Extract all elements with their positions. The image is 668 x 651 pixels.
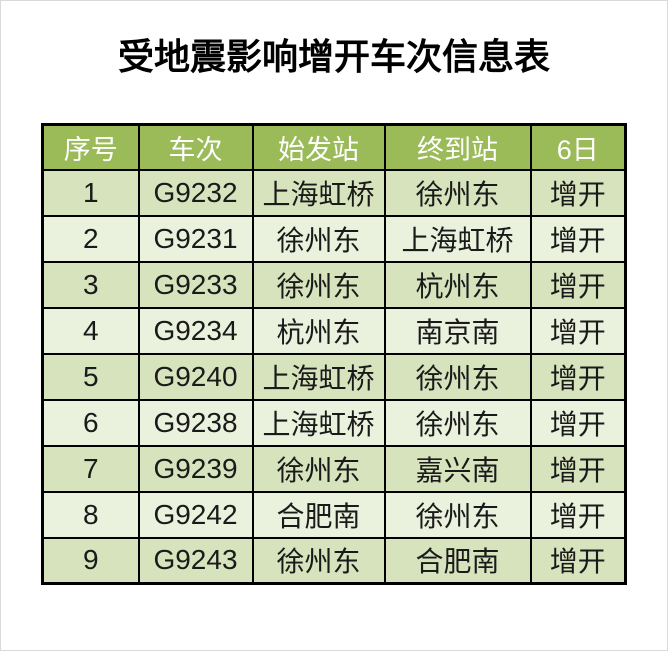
table-row: 1 G9232 上海虹桥 徐州东 增开 — [41, 168, 627, 217]
table-row: 3 G9233 徐州东 杭州东 增开 — [41, 260, 627, 309]
column-header-day6-status: 6日 — [529, 123, 627, 171]
seq-cell: 7 — [41, 444, 140, 493]
origin-station-cell: 上海虹桥 — [251, 168, 386, 217]
table-header-row: 序号 车次 始发站 终到站 6日 — [41, 123, 627, 171]
train-no-cell: G9232 — [137, 168, 254, 217]
seq-cell: 6 — [41, 398, 140, 447]
terminal-station-cell: 徐州东 — [383, 398, 532, 447]
origin-station-cell: 上海虹桥 — [251, 398, 386, 447]
table-row: 7 G9239 徐州东 嘉兴南 增开 — [41, 444, 627, 493]
table-body: 1 G9232 上海虹桥 徐州东 增开 2 G9231 徐州东 上海虹桥 增开 3 G9233 徐州东杭… — [41, 168, 627, 585]
day6-status-cell: 增开 — [529, 536, 627, 585]
train-no-cell: G9239 — [137, 444, 254, 493]
seq-cell: 3 — [41, 260, 140, 309]
page-title: 受地震影响增开车次信息表 — [117, 36, 550, 77]
day6-status-cell: 增开 — [529, 168, 627, 217]
day6-status-cell: 增开 — [529, 260, 627, 309]
day6-status-cell: 增开 — [529, 352, 627, 401]
day6-status-cell: 增开 — [529, 306, 627, 355]
terminal-station-cell: 徐州东 — [383, 352, 532, 401]
seq-cell: 5 — [41, 352, 140, 401]
column-header-train-no: 车次 — [137, 123, 254, 171]
terminal-station-cell: 南京南 — [383, 306, 532, 355]
column-header-terminal-station: 终到站 — [383, 123, 532, 171]
terminal-station-cell: 上海虹桥 — [383, 214, 532, 263]
table-row: 5 G9240 上海虹桥 徐州东 增开 — [41, 352, 627, 401]
train-no-cell: G9243 — [137, 536, 254, 585]
origin-station-cell: 合肥南 — [251, 490, 386, 539]
seq-cell: 4 — [41, 306, 140, 355]
terminal-station-cell: 徐州东 — [383, 490, 532, 539]
train-schedule-table: 序号 车次 始发站 终到站 6日 1 G9232 上海虹桥 徐州东 增开 2 G9231 徐州东 上海虹… — [41, 123, 627, 585]
seq-cell: 2 — [41, 214, 140, 263]
table-row: 4 G9234 杭州东 南京南 增开 — [41, 306, 627, 355]
terminal-station-cell: 合肥南 — [383, 536, 532, 585]
terminal-station-cell: 杭州东 — [383, 260, 532, 309]
origin-station-cell: 徐州东 — [251, 260, 386, 309]
table-row: 6 G9238 上海虹桥 徐州东 增开 — [41, 398, 627, 447]
train-no-cell: G9231 — [137, 214, 254, 263]
train-no-cell: G9234 — [137, 306, 254, 355]
day6-status-cell: 增开 — [529, 398, 627, 447]
train-no-cell: G9242 — [137, 490, 254, 539]
train-no-cell: G9238 — [137, 398, 254, 447]
terminal-station-cell: 徐州东 — [383, 168, 532, 217]
day6-status-cell: 增开 — [529, 490, 627, 539]
seq-cell: 8 — [41, 490, 140, 539]
column-header-origin-station: 始发站 — [251, 123, 386, 171]
terminal-station-cell: 嘉兴南 — [383, 444, 532, 493]
table-row: 2 G9231 徐州东 上海虹桥 增开 — [41, 214, 627, 263]
origin-station-cell: 徐州东 — [251, 214, 386, 263]
train-no-cell: G9233 — [137, 260, 254, 309]
seq-cell: 9 — [41, 536, 140, 585]
table-row: 8 G9242 合肥南 徐州东 增开 — [41, 490, 627, 539]
origin-station-cell: 杭州东 — [251, 306, 386, 355]
column-header-seq: 序号 — [41, 123, 140, 171]
origin-station-cell: 徐州东 — [251, 444, 386, 493]
train-no-cell: G9240 — [137, 352, 254, 401]
origin-station-cell: 上海虹桥 — [251, 352, 386, 401]
day6-status-cell: 增开 — [529, 214, 627, 263]
table-row: 9 G9243 徐州东 合肥南 增开 — [41, 536, 627, 585]
origin-station-cell: 徐州东 — [251, 536, 386, 585]
seq-cell: 1 — [41, 168, 140, 217]
day6-status-cell: 增开 — [529, 444, 627, 493]
